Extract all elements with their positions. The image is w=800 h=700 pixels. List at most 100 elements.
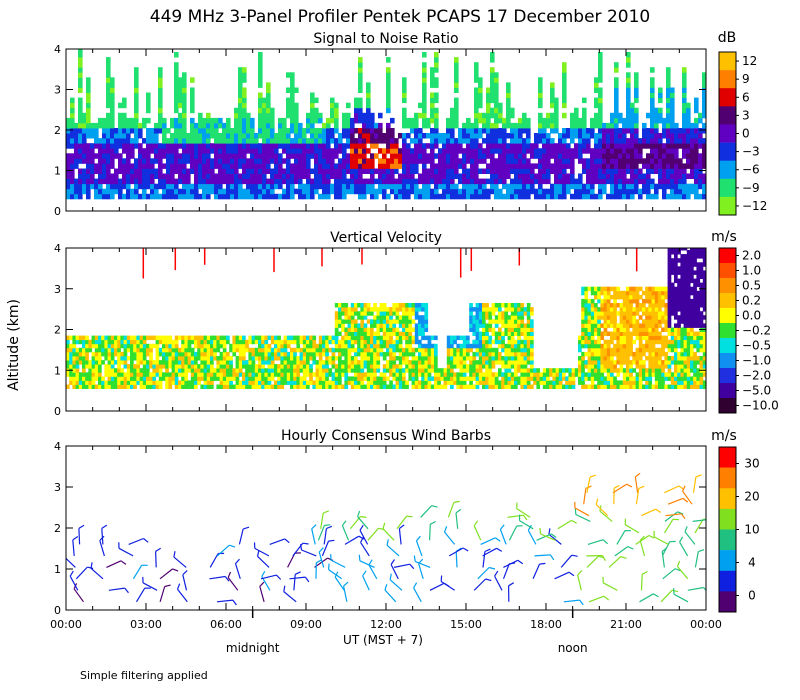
snr-cell (102, 178, 107, 185)
velocity-cell (478, 360, 483, 365)
snr-cell (554, 178, 559, 185)
snr-cell (402, 158, 407, 164)
velocity-cell (398, 360, 403, 365)
velocity-cell (488, 360, 493, 365)
snr-cell (630, 102, 635, 109)
velocity-cell (501, 376, 505, 381)
snr-cell (262, 158, 267, 164)
snr-cell (422, 158, 427, 164)
velocity-cell (280, 356, 285, 361)
velocity-cell (389, 311, 393, 316)
snr-cell (206, 173, 211, 179)
velocity-cell (366, 372, 371, 377)
snr-cell (626, 158, 631, 164)
velocity-cell (338, 380, 342, 385)
velocity-cell (344, 343, 349, 349)
velocity-cell (408, 315, 413, 320)
velocity-cell (258, 351, 262, 357)
snr-cell (126, 163, 131, 169)
velocity-cell (414, 303, 419, 308)
snr-cell (78, 158, 83, 164)
snr-cell (450, 112, 455, 119)
velocity-cell (510, 376, 515, 381)
snr-cell (222, 193, 227, 200)
velocity-cell (414, 356, 419, 361)
snr-cell (478, 128, 483, 134)
velocity-cell (501, 311, 505, 316)
velocity-cell (165, 351, 169, 357)
velocity-cell (136, 343, 141, 349)
snr-cell (146, 178, 151, 185)
velocity-cell (523, 351, 528, 357)
snr-cell (130, 178, 135, 185)
snr-cell (110, 188, 115, 195)
snr-cell (538, 82, 543, 88)
velocity-cell (219, 339, 224, 345)
velocity-cell (264, 356, 269, 361)
snr-cell (122, 128, 127, 134)
snr-cell (694, 168, 699, 174)
velocity-cell (114, 360, 118, 365)
snr-cell (342, 178, 347, 185)
snr-cell (650, 92, 655, 98)
velocity-cell (594, 339, 598, 345)
velocity-cell (482, 384, 486, 389)
snr-cell (98, 173, 103, 179)
snr-cell (302, 148, 307, 154)
velocity-cell (130, 335, 134, 341)
snr-cell (570, 173, 575, 179)
snr-cell (670, 188, 675, 195)
snr-cell (242, 87, 247, 93)
snr-cell (330, 188, 335, 195)
velocity-cell (482, 380, 486, 385)
snr-cell (546, 188, 551, 195)
velocity-cell (264, 347, 269, 353)
snr-cell (534, 173, 539, 179)
snr-cell (78, 102, 83, 109)
snr-cell (378, 173, 383, 179)
velocity-cell (421, 327, 425, 332)
snr-cell (214, 138, 219, 144)
snr-cell (318, 128, 323, 134)
snr-cell (638, 153, 643, 159)
snr-cell (694, 193, 699, 200)
velocity-cell (338, 339, 342, 345)
velocity-cell (318, 335, 323, 341)
snr-cell (702, 153, 706, 159)
snr-cell (562, 168, 567, 174)
snr-cell (298, 173, 303, 179)
velocity-cell (136, 376, 141, 381)
snr-cell (562, 163, 567, 169)
snr-cell (622, 178, 627, 185)
velocity-cell (94, 356, 99, 361)
snr-cell (506, 158, 511, 164)
snr-cell (338, 163, 343, 169)
velocity-cell (261, 347, 265, 353)
snr-cell (654, 128, 659, 134)
snr-cell (154, 122, 159, 129)
velocity-cell (258, 360, 262, 365)
snr-cell (362, 128, 367, 134)
snr-cell (330, 128, 335, 134)
velocity-cell (462, 343, 467, 349)
velocity-cell (517, 315, 521, 320)
velocity-cell (312, 360, 317, 365)
velocity-cell (546, 384, 550, 389)
snr-cell (206, 178, 211, 185)
snr-cell (366, 158, 371, 164)
velocity-cell (373, 315, 377, 320)
snr-cell (98, 188, 103, 195)
velocity-cell (341, 339, 345, 345)
velocity-cell (402, 347, 406, 353)
snr-cell (690, 122, 695, 129)
velocity-cell (600, 303, 605, 308)
velocity-cell (418, 303, 422, 308)
snr-cell (662, 188, 667, 195)
snr-cell (78, 168, 83, 174)
snr-cell (538, 188, 543, 195)
velocity-cell (530, 376, 534, 381)
snr-cell (642, 143, 647, 149)
snr-cell (698, 138, 703, 144)
snr-cell (290, 82, 295, 88)
velocity-cell (395, 303, 400, 308)
